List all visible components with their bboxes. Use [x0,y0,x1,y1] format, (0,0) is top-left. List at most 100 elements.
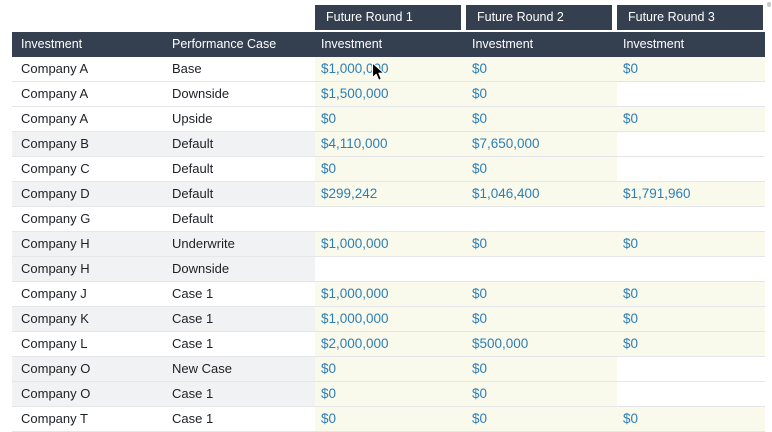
cell-future-round-1-investment[interactable]: $1,500,000 [315,82,466,106]
cell-future-round-1-investment[interactable]: $1,000,000 [315,307,466,331]
cell-future-round-3-investment[interactable]: $0 [617,107,765,131]
cell-future-round-1-investment[interactable]: $1,000,000 [315,57,466,81]
cell-future-round-3-investment[interactable] [617,132,765,156]
cell-future-round-2-investment[interactable]: $0 [466,382,617,406]
table-row: Company T Case 1 $0 $0 $0 [12,407,765,432]
cell-performance-case: Default [164,182,315,206]
cell-investment: Company J [21,286,87,301]
cell-future-round-3-investment[interactable]: $0 [617,307,765,331]
cell-future-round-2-investment[interactable]: $0 [466,282,617,306]
cell-future-round-1-investment[interactable]: $1,000,000 [315,282,466,306]
cell-performance-case: Default [172,161,214,176]
cell-future-round-1-investment[interactable] [315,257,466,281]
cell-future-round-2-investment[interactable]: $7,650,000 [466,132,617,156]
cell-future-round-2-investment[interactable]: $0 [466,157,617,181]
column-header-round3-investment: Investment [623,37,685,51]
cell-performance-case: New Case [164,357,315,381]
future-round-1-header: Future Round 1 [315,5,461,30]
table-row: Company O New Case $0 $0 [12,357,765,382]
cell-investment: Company G [21,211,91,226]
cell-future-round-1-investment[interactable]: $0 [315,357,466,381]
cell-investment: Company A [21,61,89,76]
cell-performance-case: Base [172,61,202,76]
table-row: Company A Upside $0 $0 $0 [12,107,765,132]
table-row: Company J Case 1 $1,000,000 $0 $0 [12,282,765,307]
cell-investment: Company K [12,307,164,331]
cell-future-round-2-investment[interactable]: $1,046,400 [466,182,617,206]
cell-future-round-1-investment[interactable]: $2,000,000 [315,332,466,356]
cell-future-round-2-investment[interactable]: $0 [466,357,617,381]
cell-future-round-1-investment[interactable]: $0 [315,157,466,181]
cell-performance-case: Case 1 [172,286,214,301]
cell-performance-case: Downside [172,86,230,101]
cell-investment: Company D [12,182,164,206]
table-body: Company A Base $1,000,000 $0 $0 Company A Down… [12,57,765,432]
cell-future-round-1-investment[interactable] [315,207,466,231]
scrollbar-nub[interactable] [767,2,771,7]
cell-future-round-3-investment[interactable] [617,257,765,281]
cell-future-round-2-investment[interactable] [466,207,617,231]
cell-investment: Company T [21,411,88,426]
column-header-round1-investment: Investment [321,37,383,51]
cell-future-round-3-investment[interactable] [617,357,765,381]
cell-future-round-2-investment[interactable]: $0 [466,307,617,331]
cell-future-round-3-investment[interactable]: $0 [617,57,765,81]
cell-performance-case: Default [164,132,315,156]
table-row: Company K Case 1 $1,000,000 $0 $0 [12,307,765,332]
cell-future-round-1-investment[interactable]: $0 [315,382,466,406]
cell-performance-case: Default [172,211,214,226]
cell-future-round-3-investment[interactable] [617,207,765,231]
cell-future-round-2-investment[interactable]: $500,000 [466,332,617,356]
table-row: Company G Default [12,207,765,232]
table-row: Company O Case 1 $0 $0 [12,382,765,407]
cell-future-round-2-investment[interactable]: $0 [466,57,617,81]
cell-future-round-2-investment[interactable]: $0 [466,107,617,131]
future-round-2-header: Future Round 2 [466,5,612,30]
cell-performance-case: Case 1 [172,336,214,351]
cell-future-round-1-investment[interactable]: $0 [315,107,466,131]
cell-future-round-3-investment[interactable]: $0 [617,282,765,306]
cell-future-round-3-investment[interactable]: $0 [617,407,765,431]
cell-future-round-2-investment[interactable] [466,257,617,281]
cell-investment: Company H [12,232,164,256]
cell-future-round-2-investment[interactable]: $0 [466,407,617,431]
table-row: Company H Underwrite $1,000,000 $0 $0 [12,232,765,257]
cell-future-round-2-investment[interactable]: $0 [466,232,617,256]
cell-future-round-3-investment[interactable] [617,157,765,181]
cell-performance-case: Case 1 [172,411,214,426]
cell-future-round-3-investment[interactable]: $0 [617,232,765,256]
column-header-investment: Investment [21,37,83,51]
cell-future-round-1-investment[interactable]: $0 [315,407,466,431]
cell-investment: Company O [12,357,164,381]
table-row: Company L Case 1 $2,000,000 $500,000 $0 [12,332,765,357]
cell-future-round-3-investment[interactable] [617,382,765,406]
cell-investment: Company L [21,336,88,351]
cell-future-round-1-investment[interactable]: $299,242 [315,182,466,206]
cell-investment: Company O [12,382,164,406]
column-header-performance-case: Performance Case [172,37,277,51]
table-row: Company H Downside [12,257,765,282]
cell-performance-case: Case 1 [164,382,315,406]
cell-future-round-1-investment[interactable]: $4,110,000 [315,132,466,156]
cell-future-round-2-investment[interactable]: $0 [466,82,617,106]
cell-performance-case: Case 1 [164,307,315,331]
table-row: Company A Base $1,000,000 $0 $0 [12,57,765,82]
cell-investment: Company H [12,257,164,281]
future-round-3-header: Future Round 3 [617,5,763,30]
cell-performance-case: Downside [164,257,315,281]
table-row: Company A Downside $1,500,000 $0 [12,82,765,107]
cell-future-round-1-investment[interactable]: $1,000,000 [315,232,466,256]
cell-investment: Company A [21,111,89,126]
cell-future-round-3-investment[interactable]: $0 [617,332,765,356]
cell-investment: Company A [21,86,89,101]
table-row: Company C Default $0 $0 [12,157,765,182]
table-row: Company D Default $299,242 $1,046,400 $1,791… [12,182,765,207]
cell-future-round-3-investment[interactable]: $1,791,960 [617,182,765,206]
table-header-row: Investment Performance Case Investment I… [12,32,765,57]
table-row: Company B Default $4,110,000 $7,650,000 [12,132,765,157]
cell-performance-case: Underwrite [164,232,315,256]
cell-investment: Company B [12,132,164,156]
cell-performance-case: Upside [172,111,213,126]
cell-future-round-3-investment[interactable] [617,82,765,106]
